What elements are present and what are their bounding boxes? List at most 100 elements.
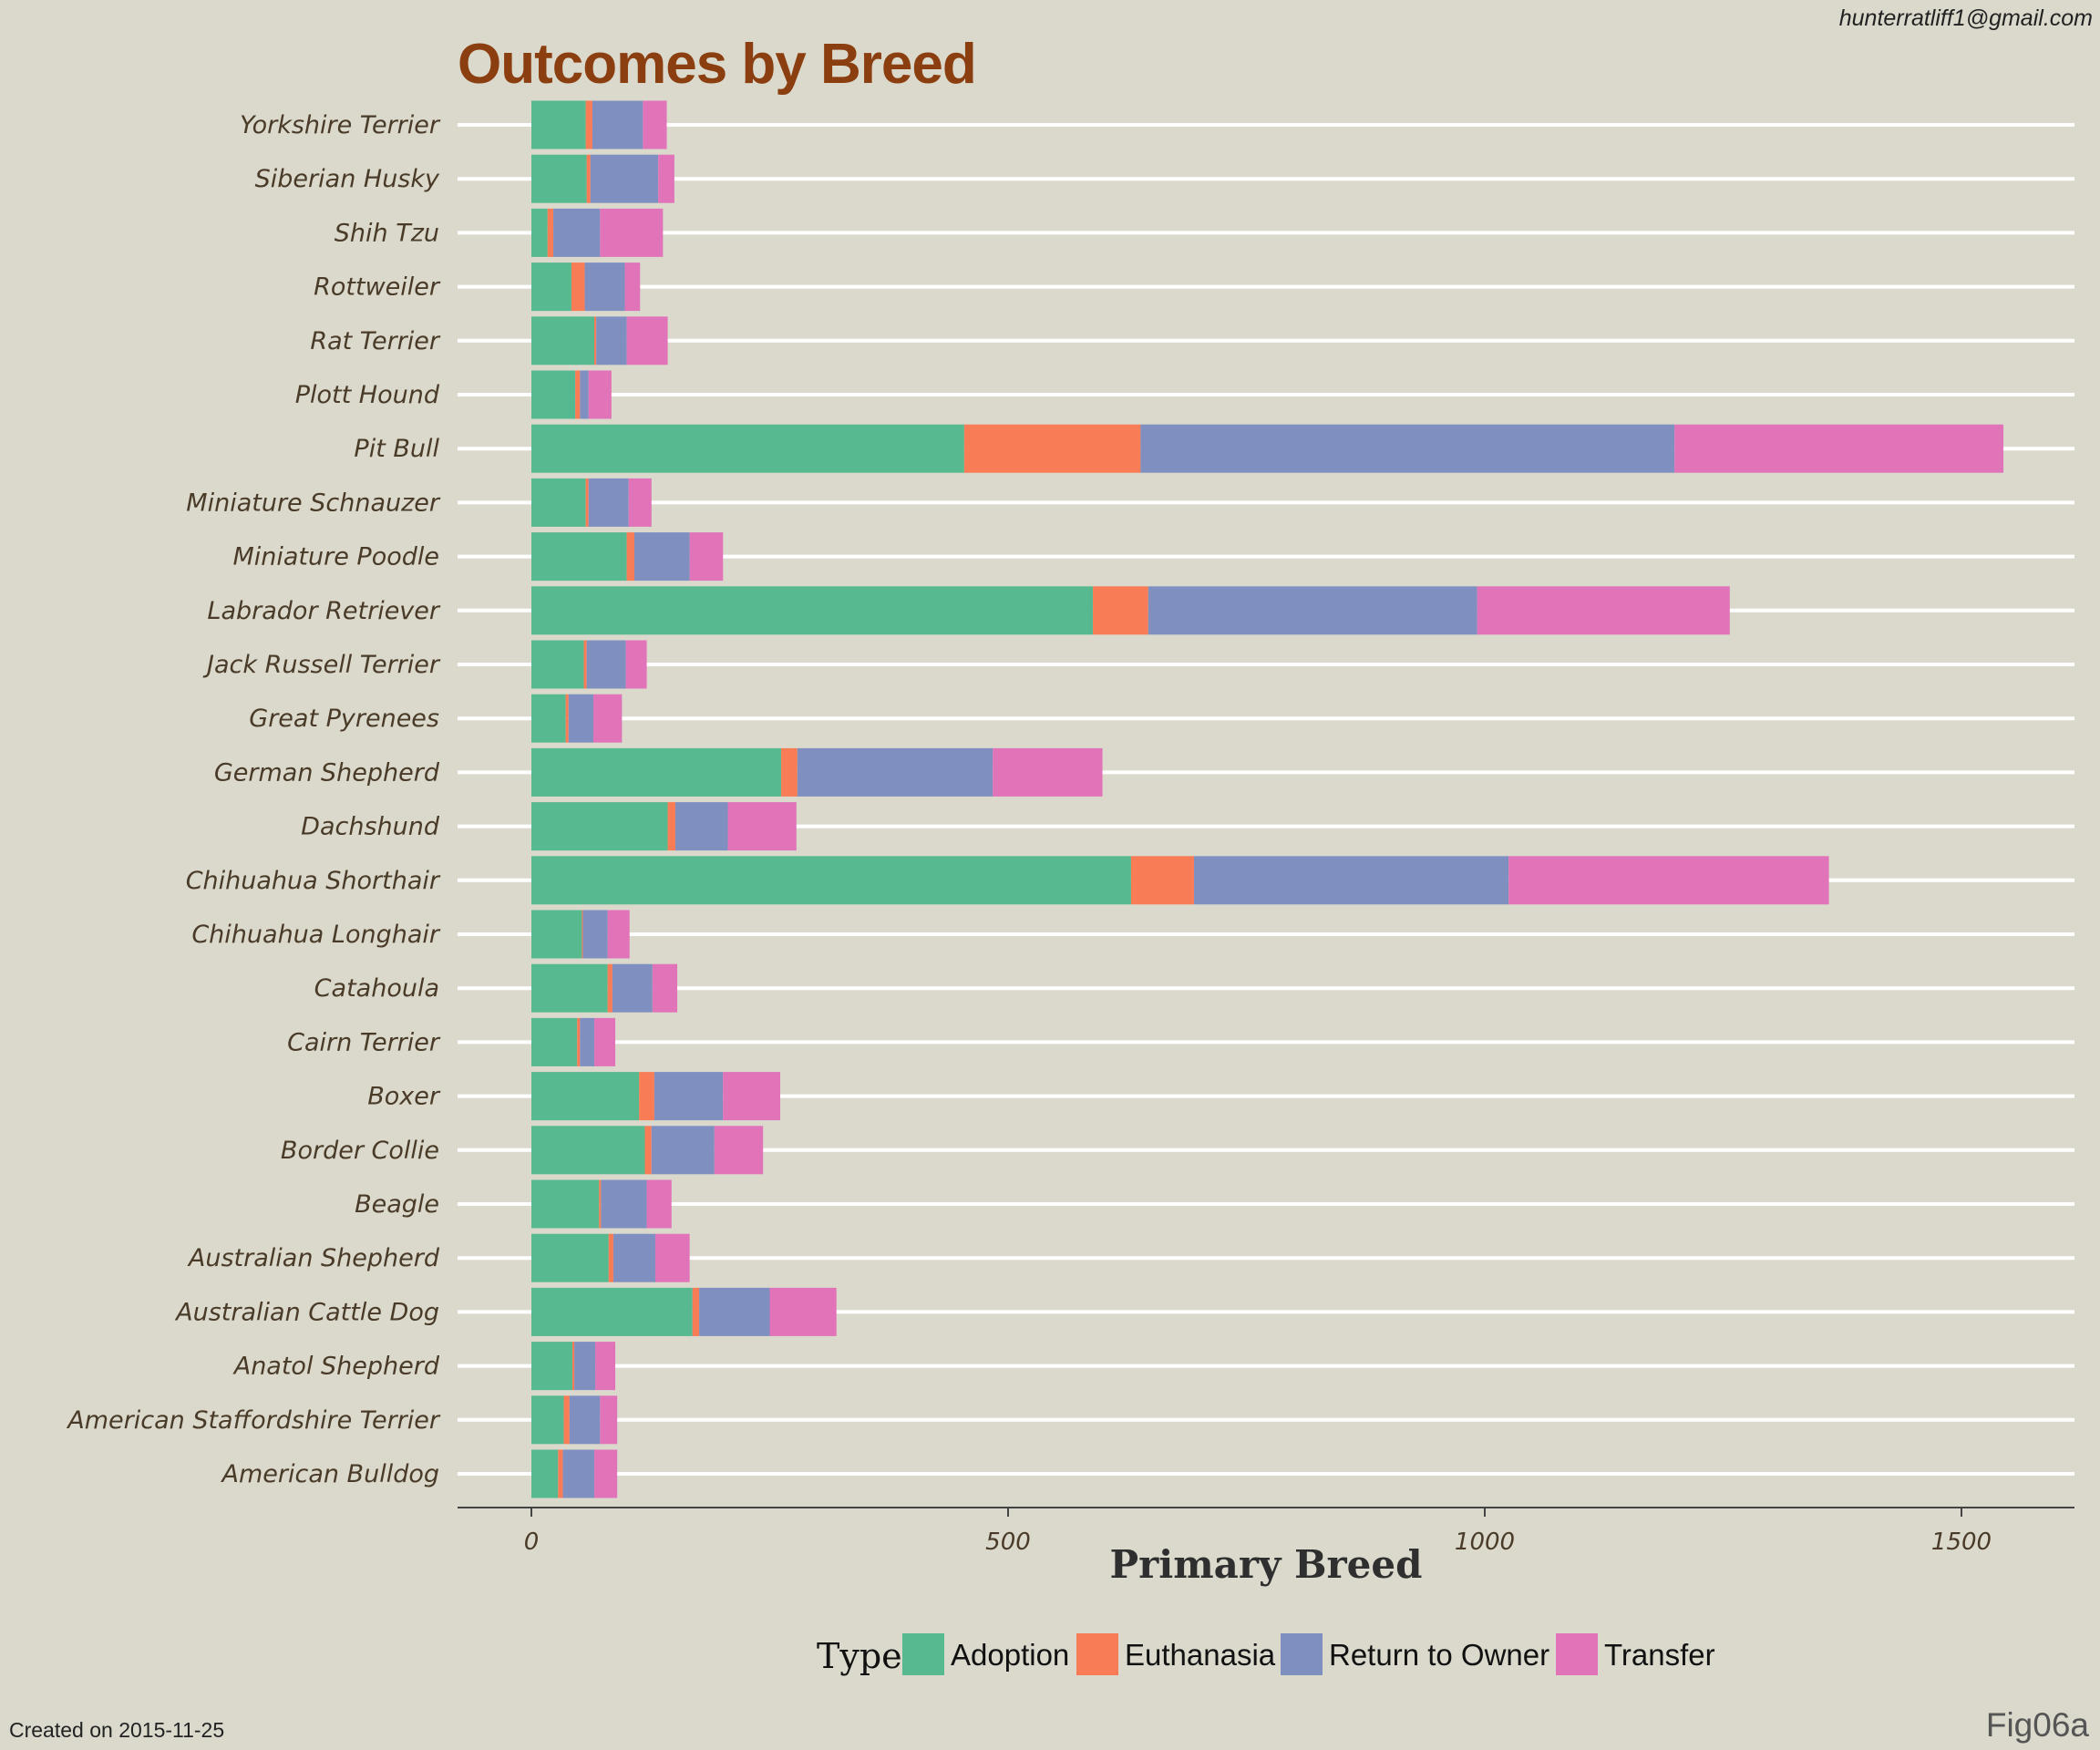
bar-transfer: [770, 1288, 837, 1336]
bar-return-to-owner: [612, 964, 653, 1013]
bar-transfer: [647, 1180, 672, 1229]
bar-adoption: [531, 262, 571, 311]
created-date: Created on 2015-11-25: [9, 1718, 224, 1743]
bar-euthanasia: [575, 371, 580, 419]
bar-return-to-owner: [580, 1018, 594, 1066]
category-label: Yorkshire Terrier: [240, 111, 441, 139]
bar-euthanasia: [587, 155, 591, 203]
bar-transfer: [627, 316, 668, 365]
x-tick-label: 0: [524, 1529, 540, 1556]
category-label: American Staffordshire Terrier: [66, 1406, 441, 1435]
bar-euthanasia: [564, 1395, 570, 1444]
bar-euthanasia: [639, 1072, 654, 1120]
bar-return-to-owner: [585, 262, 625, 311]
category-label: Labrador Retriever: [207, 597, 440, 625]
legend-label: Transfer: [1604, 1638, 1715, 1672]
bar-euthanasia: [548, 209, 553, 257]
bar-transfer: [723, 1072, 780, 1120]
bar-adoption: [531, 1395, 564, 1444]
bar-adoption: [531, 1234, 609, 1282]
bar-return-to-owner: [592, 101, 643, 149]
category-label: Australian Shepherd: [187, 1244, 440, 1272]
bar-return-to-owner: [613, 1234, 655, 1282]
bar-transfer: [594, 1450, 617, 1498]
category-label: Siberian Husky: [255, 165, 440, 193]
legend-swatch-transfer: [1556, 1633, 1598, 1675]
bar-return-to-owner: [591, 155, 658, 203]
bar-euthanasia: [1131, 856, 1194, 904]
bar-euthanasia: [781, 748, 798, 797]
bars: [531, 101, 2003, 1498]
legend-label: Return to Owner: [1329, 1638, 1549, 1672]
bar-transfer: [593, 695, 622, 743]
bar-transfer: [653, 964, 677, 1013]
category-labels: Yorkshire Terrier Siberian Husky Shih Tzu R…: [66, 111, 441, 1488]
bar-return-to-owner: [582, 911, 607, 959]
bar-transfer: [600, 209, 663, 257]
legend-title: Type: [817, 1636, 902, 1676]
x-tick-label: 1000: [1455, 1529, 1515, 1556]
category-label: Great Pyrenees: [249, 705, 439, 733]
bar-return-to-owner: [1140, 425, 1674, 473]
bar-transfer: [715, 1126, 763, 1174]
bar-adoption: [531, 695, 566, 743]
bar-euthanasia: [558, 1450, 562, 1498]
bar-adoption: [531, 316, 594, 365]
bar-adoption: [531, 1072, 639, 1120]
bar-return-to-owner: [563, 1450, 595, 1498]
bar-adoption: [531, 856, 1131, 904]
chart-title: Outcomes by Breed: [458, 33, 976, 96]
bar-return-to-owner: [596, 316, 626, 365]
category-label: Plott Hound: [295, 381, 440, 409]
bar-euthanasia: [572, 1342, 574, 1390]
bar-euthanasia: [586, 101, 592, 149]
bar-adoption: [531, 479, 586, 527]
bar-adoption: [531, 425, 964, 473]
category-label: Anatol Shepherd: [232, 1353, 440, 1381]
bar-adoption: [531, 1180, 599, 1229]
bar-transfer: [643, 101, 666, 149]
bar-adoption: [531, 209, 548, 257]
x-tick-label: 1500: [1931, 1529, 1992, 1556]
category-label: Miniature Schnauzer: [186, 489, 441, 517]
bar-transfer: [595, 1342, 615, 1390]
bar-euthanasia: [627, 532, 634, 581]
bar-adoption: [531, 802, 668, 850]
x-tick-label: 500: [985, 1529, 1031, 1556]
category-label: Rat Terrier: [310, 327, 441, 355]
category-label: Rottweiler: [314, 273, 441, 302]
legend-swatch-euthanasia: [1076, 1633, 1118, 1675]
bar-adoption: [531, 532, 627, 581]
bar-transfer: [727, 802, 796, 850]
bar-adoption: [531, 911, 582, 959]
bar-adoption: [531, 1342, 572, 1390]
x-axis-label: Primary Breed: [1110, 1542, 1423, 1587]
category-label: Pit Bull: [354, 435, 439, 463]
category-label: Border Collie: [281, 1137, 439, 1165]
gridlines: [458, 125, 2074, 1474]
legend: Type Adoption Euthanasia Return to Owner Tr…: [817, 1633, 1715, 1676]
bar-euthanasia: [644, 1126, 651, 1174]
bar-transfer: [1674, 425, 2003, 473]
category-label: Boxer: [367, 1083, 441, 1111]
bar-transfer: [658, 155, 674, 203]
bar-adoption: [531, 1450, 558, 1498]
bar-return-to-owner: [1148, 586, 1477, 634]
bar-euthanasia: [566, 695, 569, 743]
bar-euthanasia: [668, 802, 675, 850]
bar-return-to-owner: [675, 802, 728, 850]
bar-return-to-owner: [569, 695, 593, 743]
category-label: Chihuahua Longhair: [191, 921, 441, 949]
bar-transfer: [589, 371, 612, 419]
category-label: American Bulldog: [220, 1460, 439, 1488]
bar-return-to-owner: [580, 371, 588, 419]
bar-euthanasia: [577, 1018, 580, 1066]
bar-adoption: [531, 371, 575, 419]
bar-return-to-owner: [589, 479, 629, 527]
bar-euthanasia: [599, 1180, 601, 1229]
bar-adoption: [531, 748, 781, 797]
bar-transfer: [1508, 856, 1828, 904]
bar-adoption: [531, 641, 584, 689]
bar-euthanasia: [608, 964, 612, 1013]
